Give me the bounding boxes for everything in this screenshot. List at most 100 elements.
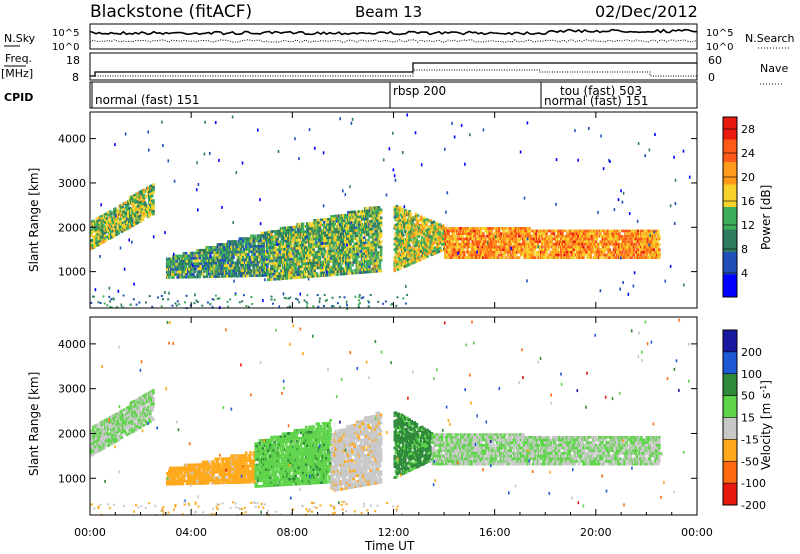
power-echo-cell xyxy=(365,249,368,253)
power-echo-cell xyxy=(426,247,429,250)
power-echo-cell xyxy=(339,248,343,252)
power-echo-cell xyxy=(178,268,182,271)
power-echo-cell xyxy=(102,224,106,227)
power-echo-cell xyxy=(419,215,423,219)
power-echo-cell xyxy=(246,274,249,278)
power-echo-cell xyxy=(526,245,529,249)
power-echo-cell xyxy=(273,267,276,270)
power-echo-cell xyxy=(394,239,398,243)
power-echo-cell xyxy=(110,230,113,234)
power-echo-cell xyxy=(452,232,456,235)
power-echo-cell xyxy=(323,255,327,258)
power-echo-cell xyxy=(352,258,355,262)
power-echo-cell xyxy=(514,256,518,259)
power-echo-cell xyxy=(123,217,127,221)
power-echo-cell xyxy=(408,228,411,232)
power-echo-cell xyxy=(433,236,437,239)
power-echo-cell xyxy=(116,208,119,212)
power-echo-cell xyxy=(344,216,347,220)
power-echo-cell xyxy=(308,235,311,238)
power-echo-cell xyxy=(151,194,154,198)
power-echo-cell xyxy=(266,250,269,253)
power-echo-cell xyxy=(322,247,326,251)
power-echo-cell xyxy=(152,183,155,186)
power-echo-cell xyxy=(142,188,146,192)
power-echo-cell xyxy=(230,269,233,273)
power-echo-cell xyxy=(330,223,333,226)
power-echo-cell xyxy=(139,198,143,201)
power-echo-cell xyxy=(298,238,302,242)
power-echo-cell xyxy=(146,204,150,208)
power-echo-cell xyxy=(379,245,383,249)
power-echo-cell xyxy=(361,239,365,242)
power-echo-cell xyxy=(308,254,311,257)
power-echo-cell xyxy=(368,260,371,263)
power-echo-cell xyxy=(531,253,535,257)
power-echo-cell xyxy=(279,232,283,235)
power-echo-cell xyxy=(554,256,558,259)
power-echo-cell xyxy=(223,261,227,265)
power-echo-cell xyxy=(561,248,564,251)
power-echo-cell xyxy=(431,245,434,248)
power-echo-cell xyxy=(335,265,339,268)
power-echo-cell xyxy=(558,253,562,257)
power-echo-cell xyxy=(225,264,229,267)
power-echo-cell xyxy=(438,236,442,240)
power-echo-cell xyxy=(394,258,398,262)
power-echo-cell xyxy=(417,248,421,251)
power-echo-cell xyxy=(543,256,546,259)
power-echo-cell xyxy=(124,214,128,218)
power-echo-cell xyxy=(274,262,277,265)
power-echo-cell xyxy=(586,243,589,246)
power-echo-cell xyxy=(133,207,136,210)
power-echo-cell xyxy=(368,265,371,268)
power-echo-cell xyxy=(524,237,527,241)
power-echo-cell xyxy=(242,274,246,278)
power-echo-cell xyxy=(139,214,143,217)
power-echo-cell xyxy=(223,251,227,254)
power-echo-cell xyxy=(479,243,483,246)
power-echo-cell xyxy=(184,265,188,268)
power-echo-cell xyxy=(446,251,449,254)
power-echo-cell xyxy=(185,259,189,263)
power-echo-cell xyxy=(546,240,549,243)
power-echo-cell xyxy=(316,250,320,254)
power-echo-cell xyxy=(403,257,406,261)
power-echo-cell xyxy=(276,237,280,241)
power-echo-cell xyxy=(376,256,380,260)
date-label: 02/Dec/2012 xyxy=(595,2,698,21)
power-echo-cell xyxy=(329,228,332,231)
power-echo-cell xyxy=(313,237,316,241)
power-echo-cell xyxy=(310,269,313,273)
power-echo-cell xyxy=(290,236,293,240)
power-echo-cell xyxy=(356,252,360,256)
power-echo-cell xyxy=(437,250,441,253)
power-echo-cell xyxy=(276,256,280,260)
power-echo-cell xyxy=(411,251,414,254)
power-echo-cell xyxy=(112,221,115,225)
power-echo-cell xyxy=(456,240,460,243)
power-echo-cell xyxy=(105,228,109,231)
power-echo-cell xyxy=(122,215,126,219)
power-echo-cell xyxy=(107,234,111,238)
power-echo-cell xyxy=(101,235,105,239)
power-echo-cell xyxy=(504,227,507,230)
power-echo-cell xyxy=(239,248,243,251)
power-echo-cell xyxy=(103,218,107,222)
power-echo-cell xyxy=(168,276,171,279)
power-echo-cell xyxy=(302,265,306,268)
power-echo-cell xyxy=(379,256,383,259)
power-echo-cell xyxy=(111,227,114,231)
power-echo-cell xyxy=(502,248,505,251)
power-echo-cell xyxy=(152,191,155,194)
power-echo-cell xyxy=(503,229,506,233)
power-echo-cell xyxy=(527,235,530,238)
power-echo-cell xyxy=(340,267,344,270)
power-echo-cell xyxy=(582,256,585,259)
power-echo-cell xyxy=(432,249,436,253)
power-echo-cell xyxy=(298,252,302,255)
power-echo-cell xyxy=(104,215,108,218)
power-echo-cell xyxy=(300,262,304,266)
power-echo-cell xyxy=(426,255,429,258)
power-echo-cell xyxy=(327,247,330,250)
